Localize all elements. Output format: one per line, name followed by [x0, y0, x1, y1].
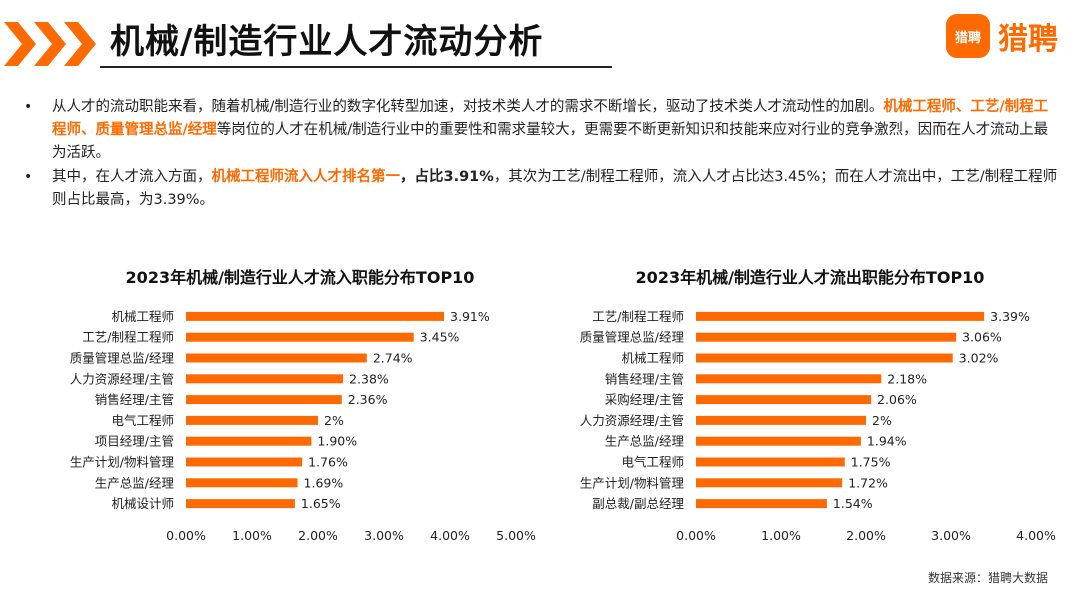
outflow-category-label: 质量管理总监/经理	[580, 330, 685, 345]
inflow-bar	[186, 478, 298, 488]
inflow-chart-title: 2023年机械/制造行业人才流入职能分布TOP10	[125, 268, 475, 287]
inflow-category-label: 机械工程师	[111, 309, 174, 324]
inflow-data-label: 2.38%	[349, 371, 389, 386]
inflow-data-label: 1.65%	[301, 496, 341, 511]
inflow-bar	[186, 415, 318, 425]
inflow-category-label: 电气工程师	[111, 413, 174, 428]
brand-logo: 猎聘 猎聘	[946, 14, 1058, 58]
title-underline	[100, 66, 612, 68]
inflow-category-label: 生产总监/经理	[95, 475, 175, 490]
bullet-list: • 从人才的流动职能来看，随着机械/制造行业的数字化转型加速，对技术类人才的需求…	[22, 96, 1062, 213]
bullet-run: 等岗位的人才在机械/制造行业中的重要性和需求量较大，更需要不断更新知识和技能来应…	[52, 122, 1049, 161]
outflow-data-label: 1.72%	[848, 475, 888, 490]
logo-mark-icon: 猎聘	[946, 14, 990, 58]
inflow-data-label: 2%	[324, 413, 344, 428]
inflow-data-label: 1.90%	[317, 434, 357, 449]
chevron-arrows-icon	[4, 22, 96, 66]
page-header: 机械/制造行业人才流动分析 猎聘 猎聘	[0, 0, 1080, 80]
outflow-data-label: 1.54%	[833, 496, 873, 511]
outflow-category-label: 副总裁/副总经理	[592, 496, 684, 511]
inflow-data-label: 1.69%	[304, 475, 344, 490]
inflow-bar	[186, 395, 342, 405]
inflow-x-tick-label: 4.00%	[430, 528, 470, 543]
bullet-dot-icon: •	[24, 169, 33, 185]
inflow-data-label: 1.76%	[308, 455, 348, 470]
bullet-run-highlight: 机械工程师流入人才排名第一	[211, 169, 401, 185]
bullet-item: • 其中，在人才流入方面，机械工程师流入人才排名第一，占比3.91%，其次为工艺…	[22, 166, 1062, 212]
outflow-category-label: 生产计划/物料管理	[580, 475, 685, 490]
outflow-data-label: 3.02%	[959, 351, 999, 366]
bullet-item: • 从人才的流动职能来看，随着机械/制造行业的数字化转型加速，对技术类人才的需求…	[22, 96, 1062, 165]
inflow-bar-chart: 机械工程师 3.91% 工艺/制程工程师 3.45% 质量管理总监/经理 2.74% 人力资…	[70, 309, 536, 543]
outflow-bar	[696, 332, 957, 342]
outflow-category-label: 电气工程师	[621, 455, 684, 470]
outflow-chart-title: 2023年机械/制造行业人才流出职能分布TOP10	[635, 268, 985, 287]
outflow-bar	[696, 353, 953, 363]
outflow-x-tick-label: 4.00%	[1016, 528, 1056, 543]
bullet-text: 从人才的流动职能来看，随着机械/制造行业的数字化转型加速，对技术类人才的需求不断…	[52, 96, 1062, 165]
inflow-bar	[186, 499, 295, 509]
bullet-dot-icon: •	[24, 99, 33, 115]
inflow-x-tick-label: 5.00%	[496, 528, 536, 543]
inflow-category-label: 人力资源经理/主管	[70, 371, 174, 386]
inflow-bar	[186, 374, 344, 384]
outflow-data-label: 2%	[872, 413, 892, 428]
inflow-bar	[186, 353, 367, 363]
bullet-run-bold: ，占比3.91%	[400, 169, 494, 185]
inflow-bar	[186, 436, 312, 446]
outflow-data-label: 1.94%	[867, 434, 907, 449]
bullet-run: ，其次为工艺/制程工程师，流入人才占比达3.45%；而在人才流出中，工艺/制程工…	[52, 169, 1058, 208]
data-source-note: 数据来源：猎聘大数据	[927, 571, 1048, 585]
bullet-run: 从人才的流动职能来看，随着机械/制造行业的数字化转型加速，对技术类人才的需求不断…	[52, 99, 884, 115]
bullet-text: 其中，在人才流入方面，机械工程师流入人才排名第一，占比3.91%，其次为工艺/制…	[52, 166, 1062, 212]
outflow-bar	[696, 374, 882, 384]
outflow-data-label: 2.06%	[877, 392, 917, 407]
inflow-data-label: 2.36%	[348, 392, 388, 407]
outflow-bar	[696, 311, 985, 321]
bullet-run: 其中，在人才流入方面，	[52, 169, 212, 185]
outflow-x-tick-label: 2.00%	[846, 528, 886, 543]
outflow-category-label: 采购经理/主管	[605, 392, 684, 407]
outflow-x-tick-label: 1.00%	[761, 528, 801, 543]
outflow-bar-chart: 工艺/制程工程师 3.39% 质量管理总监/经理 3.06% 机械工程师 3.02% 销售经…	[580, 309, 1056, 543]
inflow-data-label: 2.74%	[373, 351, 413, 366]
outflow-data-label: 3.06%	[962, 330, 1002, 345]
bullet-run-highlight: 机械工程师、工艺/制程工程师、质量管理总监/经理	[52, 99, 1049, 138]
outflow-bar	[696, 415, 866, 425]
outflow-bar	[696, 478, 843, 488]
outflow-bar	[696, 436, 861, 446]
outflow-data-label: 2.18%	[887, 371, 927, 386]
outflow-category-label: 销售经理/主管	[605, 371, 684, 386]
inflow-category-label: 机械设计师	[111, 496, 174, 511]
inflow-x-tick-label: 2.00%	[298, 528, 338, 543]
inflow-data-label: 3.45%	[420, 330, 460, 345]
inflow-x-tick-label: 1.00%	[232, 528, 272, 543]
outflow-category-label: 机械工程师	[621, 351, 684, 366]
inflow-category-label: 质量管理总监/经理	[70, 351, 175, 366]
outflow-x-tick-label: 0.00%	[676, 528, 716, 543]
outflow-category-label: 工艺/制程工程师	[592, 309, 684, 324]
logo-text: 猎聘	[998, 22, 1058, 57]
inflow-bar	[186, 311, 445, 321]
page-title: 机械/制造行业人才流动分析	[110, 22, 544, 62]
inflow-bar	[186, 457, 303, 467]
inflow-x-tick-label: 0.00%	[166, 528, 206, 543]
outflow-data-label: 1.75%	[851, 455, 891, 470]
inflow-x-tick-label: 3.00%	[364, 528, 404, 543]
inflow-category-label: 工艺/制程工程师	[82, 330, 174, 345]
outflow-x-tick-label: 3.00%	[931, 528, 971, 543]
outflow-data-label: 3.39%	[990, 309, 1030, 324]
outflow-category-label: 生产总监/经理	[605, 434, 685, 449]
outflow-bar	[696, 395, 872, 405]
outflow-bar	[696, 457, 845, 467]
inflow-data-label: 3.91%	[450, 309, 490, 324]
outflow-category-label: 人力资源经理/主管	[580, 413, 684, 428]
inflow-category-label: 项目经理/主管	[95, 434, 174, 449]
inflow-category-label: 销售经理/主管	[95, 392, 174, 407]
inflow-category-label: 生产计划/物料管理	[70, 455, 175, 470]
inflow-bar	[186, 332, 414, 342]
outflow-bar	[696, 499, 827, 509]
